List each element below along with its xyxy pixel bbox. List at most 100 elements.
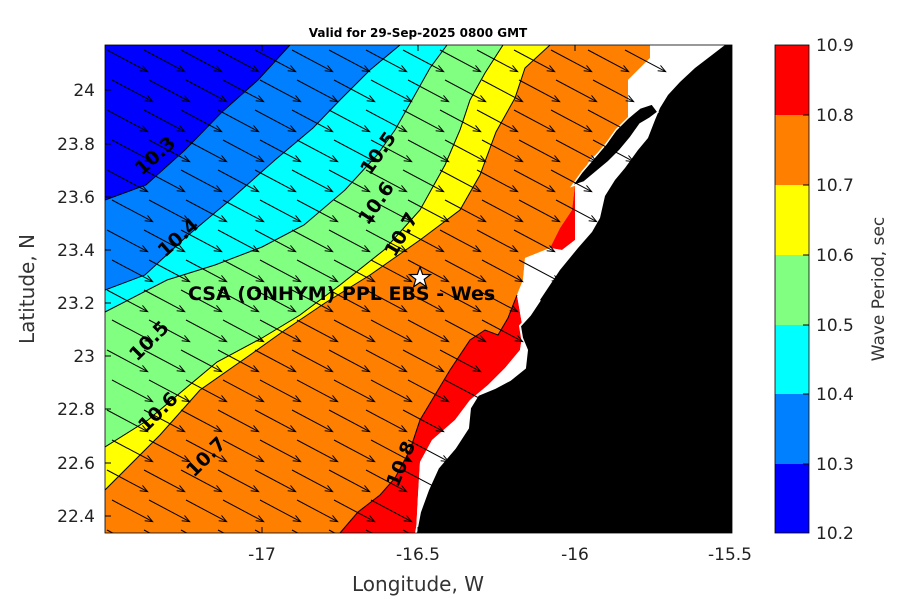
- wave-arrow-head: [255, 455, 265, 463]
- wave-arrow-shaft: [439, 169, 481, 193]
- wave-arrow-shaft: [148, 199, 190, 223]
- wave-arrow-head: [403, 335, 413, 343]
- y-tick-label: 22.6: [57, 454, 95, 474]
- wave-arrow-head: [287, 425, 297, 433]
- wave-arrow-head: [440, 335, 450, 343]
- wave-arrow-shaft: [444, 259, 486, 283]
- wave-arrow-shaft: [439, 289, 481, 313]
- wave-arrow-head: [144, 395, 154, 403]
- wave-arrow-shaft: [402, 349, 444, 373]
- wave-arrow-shaft: [513, 169, 555, 193]
- wave-arrow-head: [176, 125, 186, 133]
- wave-arrow-shaft: [333, 319, 375, 343]
- wave-arrow-shaft: [333, 139, 375, 163]
- wave-arrow-head: [435, 125, 445, 133]
- wave-arrow-head: [583, 65, 593, 73]
- wave-arrow-shaft: [444, 79, 486, 103]
- wave-arrow-shaft: [328, 409, 370, 433]
- wave-arrow-head: [440, 155, 450, 163]
- wave-arrow-head: [583, 185, 593, 193]
- wave-arrow-head: [176, 245, 186, 253]
- wave-arrow-shaft: [180, 169, 222, 193]
- wave-arrow-head: [255, 515, 265, 523]
- wave-arrow-head: [139, 65, 149, 73]
- wave-arrow-shaft: [111, 79, 153, 103]
- wave-arrow-head: [255, 335, 265, 343]
- site-label: CSA (ONHYM) PPL EBS - Wes: [188, 283, 495, 305]
- wave-arrow-shaft: [365, 349, 407, 373]
- wave-arrow-shaft: [444, 139, 486, 163]
- wave-arrow-head: [181, 275, 191, 283]
- wave-arrow-head: [366, 455, 376, 463]
- wave-arrow-head: [398, 65, 408, 73]
- y-tick-label: 24: [73, 81, 95, 101]
- wave-arrow-shaft: [185, 79, 227, 103]
- wave-arrow-head: [509, 185, 519, 193]
- wave-arrow-shaft: [180, 229, 222, 253]
- colorbar-segment: [775, 45, 809, 115]
- map-title: Valid for 29-Sep-2025 0800 GMT: [309, 26, 528, 40]
- wave-arrow-head: [366, 395, 376, 403]
- wave-arrow-shaft: [587, 49, 629, 73]
- wave-arrow-shaft: [143, 229, 185, 253]
- wave-arrow-shaft: [481, 139, 523, 163]
- wave-arrow-shaft: [370, 319, 412, 343]
- wave-arrow-head: [440, 95, 450, 103]
- wave-arrow-head: [324, 245, 334, 253]
- wave-arrow-shaft: [476, 169, 518, 193]
- wave-arrow-shaft: [217, 469, 259, 493]
- wave-arrow-shaft: [518, 79, 560, 103]
- wave-arrow-shaft: [185, 259, 227, 283]
- wave-arrow-head: [398, 305, 408, 313]
- wave-arrow-head: [546, 185, 556, 193]
- wave-arrow-shaft: [370, 199, 412, 223]
- wave-arrow-shaft: [624, 49, 666, 73]
- wave-arrow-shaft: [143, 289, 185, 313]
- wave-arrow-shaft: [185, 139, 227, 163]
- wave-arrow-shaft: [291, 229, 333, 253]
- wave-arrow-head: [546, 65, 556, 73]
- wave-arrow-head: [213, 305, 223, 313]
- wave-arrow-head: [144, 335, 154, 343]
- x-tick-label: -16.5: [396, 545, 440, 565]
- wave-arrow-head: [398, 485, 408, 493]
- y-tick-label: 23.4: [57, 241, 95, 261]
- wave-arrow-shaft: [254, 349, 296, 373]
- x-tick-label: -15.5: [708, 545, 752, 565]
- wave-arrow-head: [287, 245, 297, 253]
- wave-arrow-head: [213, 185, 223, 193]
- wave-arrow-head: [477, 275, 487, 283]
- wave-arrow-head: [292, 215, 302, 223]
- wave-arrow-shaft: [254, 229, 296, 253]
- wave-arrow-shaft: [259, 319, 301, 343]
- wave-arrow-shaft: [259, 259, 301, 283]
- wave-arrow-head: [435, 485, 445, 493]
- wave-arrow-shaft: [148, 259, 190, 283]
- wave-arrow-shaft: [106, 289, 148, 313]
- wave-arrow-shaft: [439, 109, 481, 133]
- wave-arrow-shaft: [328, 169, 370, 193]
- wave-arrow-shaft: [402, 109, 444, 133]
- wave-arrow-shaft: [222, 319, 264, 343]
- wave-arrow-head: [287, 305, 297, 313]
- x-tick-label: -17: [248, 545, 276, 565]
- wave-arrow-shaft: [222, 439, 264, 463]
- wave-arrow-head: [176, 65, 186, 73]
- wave-arrow-shaft: [555, 79, 597, 103]
- wave-arrow-head: [477, 395, 487, 403]
- wave-arrow-shaft: [217, 289, 259, 313]
- wave-arrow-head: [255, 155, 265, 163]
- wave-arrow-head: [287, 485, 297, 493]
- wave-arrow-head: [398, 185, 408, 193]
- wave-arrow-shaft: [185, 439, 227, 463]
- wave-arrow-shaft: [217, 229, 259, 253]
- wave-arrow-head: [440, 215, 450, 223]
- wave-arrow-shaft: [370, 259, 412, 283]
- wave-arrow-head: [292, 155, 302, 163]
- wave-arrow-shaft: [217, 109, 259, 133]
- wave-arrow-head: [620, 125, 630, 133]
- wave-arrow-head: [218, 215, 228, 223]
- coastline-outline: [415, 299, 541, 533]
- wave-arrow-shaft: [365, 409, 407, 433]
- wave-arrow-shaft: [296, 79, 338, 103]
